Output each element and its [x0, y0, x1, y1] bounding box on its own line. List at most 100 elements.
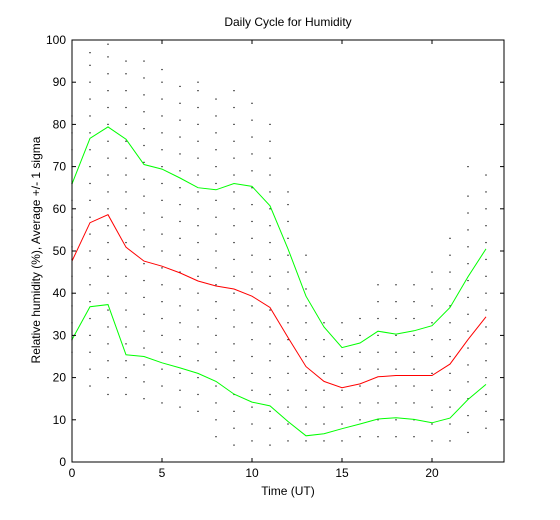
scatter-point: [431, 322, 433, 324]
scatter-point: [143, 364, 145, 366]
scatter-point: [143, 229, 145, 231]
scatter-point: [215, 182, 217, 185]
scatter-point: [215, 115, 217, 117]
scatter-point: [179, 220, 181, 223]
scatter-point: [431, 406, 433, 408]
y-tick-label: 80: [53, 117, 67, 131]
scatter-point: [269, 360, 271, 362]
scatter-point: [197, 309, 199, 311]
scatter-point: [269, 377, 271, 379]
scatter-point: [467, 381, 469, 383]
scatter-point: [125, 174, 127, 176]
scatter-point: [179, 339, 181, 341]
scatter-point: [233, 123, 235, 125]
scatter-point: [449, 389, 451, 391]
scatter-point: [413, 334, 415, 336]
scatter-point: [215, 267, 217, 269]
scatter-point: [413, 402, 415, 404]
scatter-point: [485, 410, 487, 412]
scatter-point: [125, 123, 127, 125]
scatter-point: [269, 444, 271, 446]
scatter-point: [197, 326, 199, 328]
scatter-point: [179, 170, 181, 172]
scatter-point: [449, 322, 451, 324]
scatter-point: [107, 275, 109, 277]
scatter-point: [197, 377, 199, 379]
scatter-point: [107, 174, 109, 176]
scatter-point: [305, 440, 307, 442]
scatter-point: [251, 271, 253, 273]
scatter-point: [485, 343, 487, 345]
scatter-point: [413, 368, 415, 370]
scatter-point: [197, 81, 199, 83]
scatter-point: [287, 191, 289, 193]
scatter-point: [125, 191, 127, 193]
scatter-point: [197, 410, 199, 412]
scatter-point: [467, 195, 469, 197]
scatter-point: [215, 368, 217, 370]
scatter-point: [233, 427, 235, 429]
scatter-point: [215, 351, 217, 353]
scatter-point: [107, 140, 109, 142]
scatter-point: [269, 225, 271, 227]
scatter-point: [161, 334, 163, 336]
x-tick-label: 5: [159, 466, 166, 480]
scatter-point: [269, 208, 271, 210]
scatter-point: [305, 389, 307, 391]
scatter-point: [107, 343, 109, 345]
scatter-point: [233, 208, 235, 210]
scatter-point: [161, 81, 163, 83]
scatter-point: [215, 301, 217, 303]
scatter-point: [287, 423, 289, 425]
scatter-points: [71, 43, 487, 446]
scatter-point: [287, 372, 289, 374]
scatter-point: [233, 174, 235, 176]
x-tick-label: 10: [245, 466, 259, 480]
series-line-plus-sigma: [71, 126, 487, 349]
scatter-point: [449, 423, 451, 425]
scatter-point: [305, 355, 307, 358]
scatter-point: [107, 73, 109, 75]
scatter-point: [143, 263, 145, 265]
scatter-point: [485, 258, 487, 261]
scatter-point: [125, 225, 127, 227]
scatter-point: [197, 343, 199, 345]
scatter-point: [251, 237, 253, 239]
scatter-point: [467, 279, 469, 282]
scatter-point: [449, 237, 451, 239]
scatter-point: [143, 296, 145, 299]
scatter-point: [269, 241, 271, 244]
scatter-point: [287, 288, 289, 290]
scatter-point: [161, 351, 163, 353]
scatter-point: [323, 355, 325, 358]
y-tick-label: 70: [53, 160, 67, 174]
scatter-point: [125, 106, 127, 109]
scatter-point: [323, 440, 325, 442]
scatter-point: [143, 381, 145, 383]
scatter-point: [107, 106, 109, 109]
scatter-point: [107, 292, 109, 294]
scatter-point: [233, 106, 235, 109]
scatter-point: [125, 292, 127, 294]
series-lines: [71, 126, 487, 437]
scatter-point: [395, 419, 397, 421]
scatter-point: [125, 275, 127, 277]
y-tick-label: 20: [53, 371, 67, 385]
scatter-point: [251, 203, 253, 206]
scatter-point: [125, 326, 127, 328]
scatter-point: [467, 330, 469, 332]
scatter-point: [107, 258, 109, 261]
scatter-point: [125, 393, 127, 396]
plot-area-frame: [71, 39, 505, 463]
scatter-point: [107, 377, 109, 379]
y-tick-label: 40: [53, 286, 67, 300]
scatter-point: [89, 351, 91, 353]
scatter-point: [233, 410, 235, 412]
scatter-point: [467, 229, 469, 231]
scatter-point: [449, 271, 451, 273]
scatter-point: [269, 427, 271, 429]
scatter-point: [359, 385, 361, 387]
scatter-point: [161, 98, 163, 100]
scatter-point: [413, 317, 415, 320]
scatter-point: [377, 351, 379, 353]
